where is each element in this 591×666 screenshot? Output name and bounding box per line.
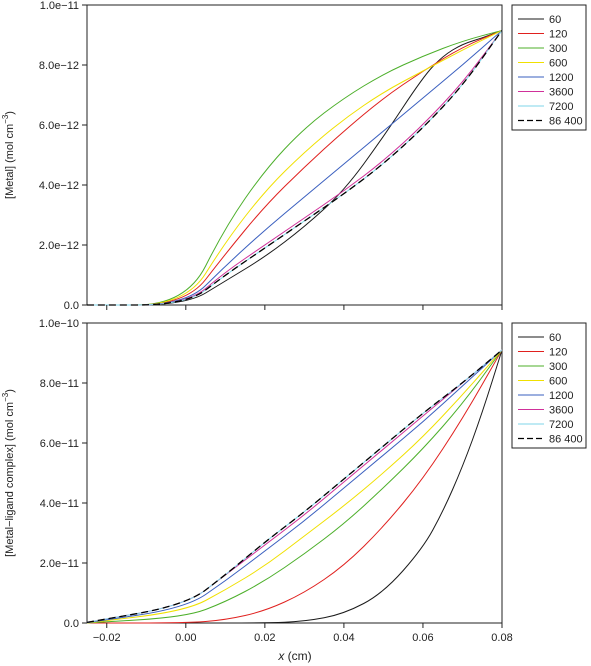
bottom-legend-label: 60 (549, 332, 561, 344)
top-series-line-60 (87, 29, 503, 306)
bottom-series-line-1200 (86, 349, 503, 624)
bottom-y-tick-label: 2.0e−11 (40, 558, 79, 570)
bottom-series-line-600 (86, 349, 503, 624)
top-y-tick-label: 1.0e−11 (40, 0, 79, 12)
bottom-x-tick-label: 0.02 (254, 632, 275, 644)
bottom-x-tick-label: 0.00 (175, 632, 196, 644)
top-y-tick-label: 4.0e−12 (39, 180, 79, 192)
top-axes-group: 0.0 2.0e−12 4.0e−12 6.0e−12 8.0e−12 1.0e−11 (39, 0, 503, 312)
bottom-legend: 60 120 300 600 1200 3600 7200 86 400 (518, 332, 583, 446)
top-legend-label: 86 400 (549, 116, 583, 128)
bottom-y-tick-label: 6.0e−11 (40, 438, 79, 450)
top-legend-label: 60 (549, 14, 561, 26)
top-legend-label: 3600 (549, 87, 573, 99)
top-legend-label: 7200 (549, 101, 573, 113)
bottom-legend-box (511, 322, 587, 449)
top-y-tick-label: 2.0e−12 (39, 240, 79, 252)
top-series-line-86400 (87, 29, 503, 306)
top-legend-label: 300 (549, 43, 567, 55)
top-legend-label: 120 (549, 29, 567, 41)
top-y-tick-label: 8.0e−12 (39, 60, 79, 72)
top-plot-frame (86, 4, 503, 306)
bottom-legend-label: 3600 (549, 405, 573, 417)
top-legend-box (511, 4, 587, 131)
top-series-line-1200 (87, 29, 503, 306)
bottom-x-tick-label: −0.02 (93, 632, 121, 644)
top-legend-label: 600 (549, 58, 567, 70)
bottom-series-line-300 (86, 349, 503, 624)
bottom-legend-label: 7200 (549, 419, 573, 431)
bottom-legend-label: 1200 (549, 390, 573, 402)
top-series-line-3600 (87, 29, 503, 306)
bottom-series-line-86400 (86, 349, 503, 624)
bottom-x-tick-label: 0.06 (412, 632, 433, 644)
bottom-x-tick-label: 0.04 (333, 632, 354, 644)
top-series-group (87, 29, 503, 306)
bottom-x-tick-label: 0.08 (491, 632, 512, 644)
bottom-series-line-60 (86, 349, 503, 624)
bottom-series-line-3600 (86, 349, 503, 623)
bottom-series-group (86, 349, 503, 624)
bottom-series-line-120 (86, 349, 503, 624)
bottom-series-line-7200 (86, 349, 503, 623)
top-series-line-300 (87, 29, 503, 306)
bottom-plot-frame (86, 322, 503, 624)
top-legend-label: 1200 (549, 72, 573, 84)
bottom-y-tick-label: 4.0e−11 (40, 498, 79, 510)
bottom-y-tick-label: 8.0e−11 (40, 378, 79, 390)
bottom-y-tick-label: 1.0e−10 (39, 318, 79, 330)
bottom-legend-label: 600 (549, 376, 567, 388)
top-series-line-7200 (87, 29, 503, 306)
top-y-axis-label: [Metal] (mol cm−3) (1, 111, 16, 199)
top-series-line-600 (87, 29, 503, 306)
x-axis-label: x (cm) (277, 649, 311, 663)
top-y-tick-label: 6.0e−12 (39, 120, 79, 132)
bottom-legend-label: 120 (549, 347, 567, 359)
bottom-legend-label: 300 (549, 361, 567, 373)
top-legend: 60 120 300 600 1200 3600 7200 86 400 (518, 14, 583, 128)
bottom-y-tick-label: 0.0 (64, 618, 79, 630)
bottom-axes-group: 0.0 2.0e−11 4.0e−11 6.0e−11 8.0e−11 1.0e−10 −0… (39, 318, 513, 644)
bottom-y-axis-label: [Metal−ligand complex] (mol cm−3) (1, 389, 16, 557)
top-series-line-120 (87, 29, 503, 306)
bottom-legend-label: 86 400 (549, 434, 583, 446)
top-y-tick-label: 0.0 (64, 300, 79, 312)
